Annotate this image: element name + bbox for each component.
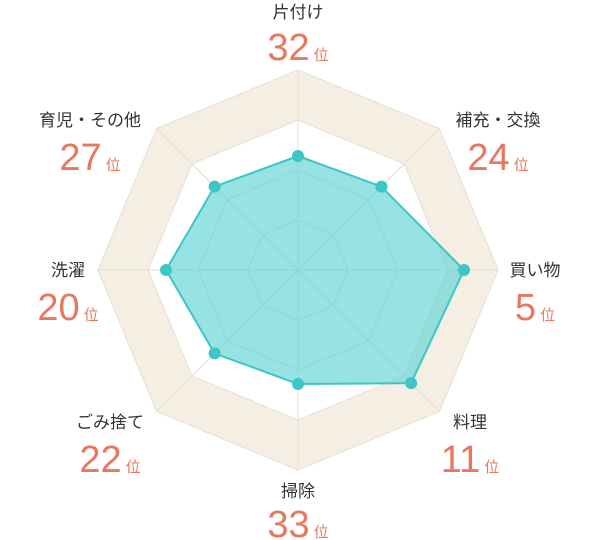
rank-number: 33: [267, 504, 309, 540]
data-point: [160, 264, 172, 276]
category-label: 買い物: [510, 261, 561, 281]
category-label: 育児・その他: [39, 111, 141, 131]
category-label: ごみ捨て: [76, 413, 144, 433]
rank-number: 24: [467, 137, 509, 179]
rank-label: 22 位: [79, 439, 140, 481]
category-label: 片付け: [273, 3, 324, 23]
data-point: [458, 264, 470, 276]
rank-number: 27: [59, 137, 101, 179]
radar-series: [160, 150, 470, 390]
rank-unit: 位: [126, 458, 141, 476]
data-point: [292, 150, 304, 162]
data-point: [405, 377, 418, 390]
rank-label: 20 位: [37, 287, 98, 329]
rank-label: 33 位: [267, 504, 328, 540]
rank-number: 11: [441, 439, 480, 481]
category-label: 補充・交換: [456, 111, 541, 131]
rank-number: 5: [515, 287, 536, 329]
rank-unit: 位: [106, 156, 121, 174]
data-point: [292, 378, 304, 390]
rank-unit: 位: [514, 156, 529, 174]
rank-label: 27 位: [59, 137, 120, 179]
data-point: [208, 180, 221, 193]
rank-unit: 位: [314, 523, 329, 540]
rank-unit: 位: [84, 306, 99, 324]
rank-label: 32 位: [267, 27, 328, 69]
rank-label: 24 位: [467, 137, 528, 179]
rank-unit: 位: [484, 458, 499, 476]
category-label: 料理: [453, 413, 487, 433]
rank-number: 22: [79, 439, 121, 481]
data-point: [208, 347, 221, 360]
rank-unit: 位: [540, 306, 555, 324]
category-label: 洗濯: [51, 261, 85, 281]
rank-number: 32: [267, 27, 309, 69]
category-label: 掃除: [281, 482, 315, 502]
data-point: [375, 180, 388, 193]
rank-number: 20: [37, 287, 79, 329]
rank-unit: 位: [314, 46, 329, 64]
rank-label: 11 位: [441, 439, 499, 481]
